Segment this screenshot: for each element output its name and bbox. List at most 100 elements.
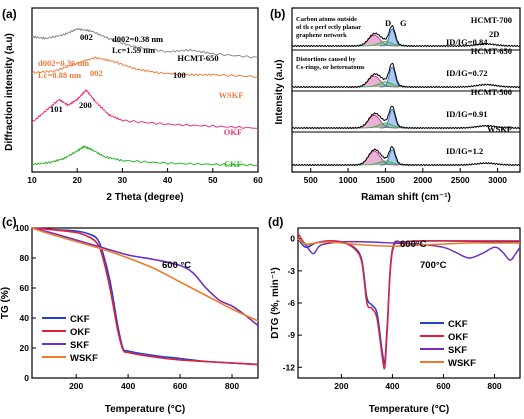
panel-b-xtick-label: 2000 bbox=[413, 175, 432, 185]
panel-d-ytick-label: 0 bbox=[290, 234, 295, 244]
panel-d-xtick-label: 200 bbox=[334, 381, 348, 391]
panel-d-label: (d) bbox=[268, 215, 283, 229]
panel-a-peak-101: 101 bbox=[50, 104, 63, 114]
panel-b-sample-label: HCMT-500 bbox=[471, 87, 512, 97]
panel-c-ytick-label: 80 bbox=[20, 253, 30, 263]
panel-d-xtick-label: 400 bbox=[385, 381, 399, 391]
panel-a-series-label-hcmt-650: HCMT-650 bbox=[177, 53, 218, 63]
panel-c-ytick-label: 40 bbox=[20, 313, 30, 323]
panel-c-xtick-label: 400 bbox=[121, 381, 135, 391]
panel-b-spectrum-hcmt-500 bbox=[291, 105, 521, 130]
panel-b-sample-label: HCMT-650 bbox=[471, 46, 512, 56]
panel-a-series-hcmt-650 bbox=[31, 28, 259, 59]
panel-b-label: (b) bbox=[270, 7, 285, 21]
panel-c-annot-600: 600 °C bbox=[162, 260, 191, 271]
panel-a-annot-d002-1: d002=0.38 nm bbox=[112, 34, 163, 44]
panel-c-series-okf bbox=[31, 227, 259, 366]
panel-b-note-mid-1: Distortions caused by bbox=[296, 56, 356, 63]
panel-c-xtick-label: 600 bbox=[173, 381, 187, 391]
panel-a-peak-100: 100 bbox=[173, 70, 186, 80]
panel-b-spectrum-hcmt-700 bbox=[291, 24, 521, 48]
panel-a-xlabel: 2 Theta (degree) bbox=[106, 192, 183, 203]
panel-c-ylabel: TG (%) bbox=[0, 287, 11, 319]
panel-c-label: (c) bbox=[2, 215, 17, 229]
panel-d-legend-label: OKF bbox=[448, 332, 468, 343]
panel-b-sample-label: WSKF bbox=[487, 124, 512, 134]
panel-b-band-D: D bbox=[385, 18, 391, 28]
panel-b-ratio-label: ID/IG=0.72 bbox=[446, 68, 487, 78]
panel-a-ylabel: Diffraction intensity (a.u) bbox=[4, 33, 15, 151]
panel-d-legend-label: SKF bbox=[448, 345, 467, 356]
panel-c-xlabel: Temperature (°C) bbox=[105, 404, 186, 415]
panel-a-xtick-label: 50 bbox=[208, 175, 218, 185]
panel-a-series-label-ckf: CKF bbox=[224, 159, 242, 169]
panel-b-xlabel: Raman shift (cm⁻¹) bbox=[361, 192, 451, 203]
panel-c-xtick-label: 200 bbox=[69, 381, 83, 391]
panel-a-xtick-label: 40 bbox=[163, 175, 173, 185]
panel-a-series-okf bbox=[31, 89, 259, 129]
panel-b-ylabel: Intensity (a.u) bbox=[274, 59, 285, 124]
panel-d-ytick-label: -12 bbox=[283, 362, 296, 372]
panel-b-axes-frame bbox=[291, 7, 521, 173]
panel-a-xtick-label: 30 bbox=[118, 175, 128, 185]
panel-c-xtick-label: 800 bbox=[225, 381, 239, 391]
panel-c-ytick-label: 0 bbox=[24, 373, 29, 383]
panel-b-spectrum-wskf bbox=[291, 145, 521, 167]
panel-a-peak-200: 200 bbox=[79, 100, 92, 110]
panel-a-annot-lc-2: Lc=0.88 nm bbox=[38, 70, 81, 80]
panel-c: (c) TG (%) Temperature (°C) 200 400 600 800… bbox=[0, 215, 259, 415]
panel-c-legend: CKF OKF SKF WSKF bbox=[42, 314, 98, 364]
panel-d-series-skf bbox=[297, 238, 521, 261]
panel-d-xtick-label: 600 bbox=[436, 381, 450, 391]
panel-a-peak-002-mid: 002 bbox=[90, 68, 103, 78]
panel-d-series-okf bbox=[297, 232, 520, 370]
panel-b-band-G: G bbox=[400, 18, 407, 28]
panel-b-xtick-label: 1000 bbox=[339, 175, 358, 185]
panel-c-legend-label: CKF bbox=[70, 314, 90, 325]
panel-d-ytick-label: -6 bbox=[287, 298, 295, 308]
panel-c-series-wskf bbox=[31, 227, 259, 322]
panel-d-xlabel: Temperature (°C) bbox=[369, 404, 450, 415]
panel-b-xtick-label: 3000 bbox=[488, 175, 507, 185]
panel-a-annot-d002-2: d002=0.36 nm bbox=[38, 58, 89, 68]
panel-a-annot-lc-1: Lc=1.59 nm bbox=[112, 45, 155, 55]
panel-c-legend-label: WSKF bbox=[70, 353, 98, 364]
panel-b-ratio-label: ID/IG=0.84 bbox=[446, 37, 488, 47]
panel-d-ylabel: DTG (%, min⁻¹) bbox=[270, 267, 281, 338]
panel-d-legend: CKF OKF SKF WSKF bbox=[420, 319, 476, 369]
panel-d-legend-label: WSKF bbox=[448, 358, 476, 369]
panel-a-xtick-label: 20 bbox=[72, 175, 82, 185]
panel-c-series-skf bbox=[31, 227, 259, 327]
panel-d-series-wskf bbox=[297, 238, 520, 247]
panel-a-series-wskf bbox=[31, 56, 259, 78]
panel-b-note-mid-2: Cs-rings, or heteroatoms bbox=[296, 64, 365, 71]
panel-c-legend-label: SKF bbox=[70, 340, 89, 351]
panel-d: (d) DTG (%, min⁻¹) Temperature (°C) 200 4… bbox=[268, 215, 521, 415]
panel-b-note-top-2: of th e perf ectly planar bbox=[296, 24, 361, 31]
panel-b-note-top-1: Carbon atoms outside bbox=[296, 16, 357, 23]
panel-b-ratio-label: ID/IG=1.2 bbox=[446, 146, 483, 156]
panel-d-ytick-label: -3 bbox=[287, 266, 295, 276]
panel-d-series-ckf bbox=[297, 238, 521, 365]
panel-c-ytick-label: 20 bbox=[20, 343, 30, 353]
panel-b-sample-label: HCMT-700 bbox=[471, 15, 512, 25]
panel-c-legend-label: OKF bbox=[70, 327, 90, 338]
panel-c-ytick-label: 100 bbox=[15, 223, 29, 233]
panel-d-annot-700: 700°C bbox=[420, 260, 447, 271]
panel-b-ratio-label: ID/IG=0.91 bbox=[446, 109, 487, 119]
panel-b-xtick-label: 1500 bbox=[376, 175, 395, 185]
panel-b: (b) Intensity (a.u) Raman shift (cm⁻¹) 5… bbox=[270, 7, 521, 203]
panel-a: (a) Diffraction intensity (a.u) 2 Theta … bbox=[2, 7, 263, 203]
panel-a-peak-002-top: 002 bbox=[80, 32, 93, 42]
panel-a-series-ckf bbox=[31, 145, 259, 167]
panel-b-note-top-3: graphene network bbox=[296, 32, 347, 39]
panel-a-xtick-label: 10 bbox=[27, 175, 37, 185]
panel-a-label: (a) bbox=[2, 7, 17, 21]
panel-a-axes-frame bbox=[31, 7, 259, 173]
panel-b-xtick-label: 2500 bbox=[451, 175, 470, 185]
panel-a-series-label-wskf: WSKF bbox=[218, 90, 243, 100]
panel-b-spectrum-hcmt-650 bbox=[291, 62, 521, 89]
panel-c-ytick-label: 60 bbox=[20, 283, 30, 293]
panel-a-xtick-label: 60 bbox=[253, 175, 263, 185]
panel-d-legend-label: CKF bbox=[448, 319, 468, 330]
